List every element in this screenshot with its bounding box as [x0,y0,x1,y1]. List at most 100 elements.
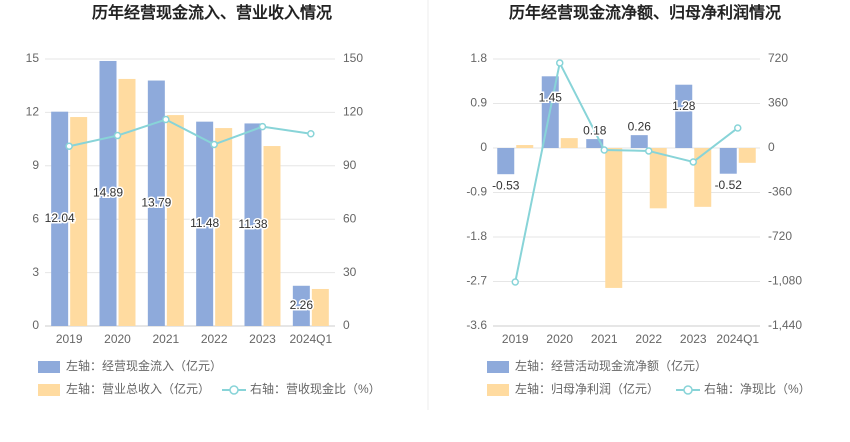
point [645,147,653,155]
y2-tick-label: 120 [343,105,363,119]
legend-swatch [38,361,60,373]
data-label: 11.38 [238,217,267,231]
x-tick-label: 2022 [635,332,662,346]
y2-tick-label: 0 [768,140,775,154]
point [556,59,564,67]
y2-tick-label: 360 [768,96,788,110]
x-tick-label: 2021 [591,332,618,346]
data-label: -0.52 [715,178,743,192]
y2-tick-label: 720 [768,51,788,65]
bar [719,148,737,174]
point [600,146,608,154]
x-tick-label: 2019 [502,332,529,346]
y-tick-label: 0 [32,318,39,332]
bar [630,135,648,148]
data-label: 0.18 [583,123,607,137]
point [258,122,267,131]
line [68,118,311,148]
bar [516,145,534,148]
point [307,130,315,138]
point [689,158,697,166]
data-label: -0.53 [492,178,520,192]
bar [244,123,262,326]
x-tick-label: 2021 [152,332,179,346]
bar [586,139,604,148]
x-tick-label: 2020 [546,332,573,346]
bar [99,60,117,326]
bar [649,148,667,209]
y-tick-label: 0 [480,140,487,154]
x-tick-label: 2023 [249,332,276,346]
x-tick-label: 2020 [104,332,131,346]
bar [605,148,623,288]
legend-label: 右轴：营收现金比（%） [250,381,381,396]
chart-title: 历年经营现金流净额、归母净利润情况 [509,3,781,22]
bar [694,148,712,207]
legend-swatch [229,385,239,395]
data-label: 0.26 [628,119,652,133]
bar [738,148,756,163]
bar [292,285,310,326]
y-tick-label: -1.8 [466,229,487,243]
bar [51,111,69,326]
y2-tick-label: 30 [343,265,357,279]
y2-tick-label: 150 [343,51,363,65]
y-tick-label: -3.6 [466,318,487,332]
data-label: 13.79 [141,195,171,209]
data-label: 1.28 [672,99,696,113]
bar [70,117,88,326]
bar [215,128,233,326]
point [511,278,519,286]
point [734,124,742,132]
y-tick-label: -0.9 [466,185,487,199]
y-tick-label: 0.9 [470,96,487,110]
y2-tick-label: -1,080 [768,274,802,288]
y-tick-label: 1.8 [470,51,487,65]
bar [675,84,693,148]
point [65,142,73,150]
legend-label: 左轴：经营现金流入（亿元） [66,358,222,373]
data-label: 2.26 [290,298,314,312]
legend-swatch [38,384,60,396]
x-tick-label: 2024Q1 [289,332,332,346]
bar [311,288,329,326]
y2-tick-label: 0 [343,318,350,332]
y-tick-label: -2.7 [466,274,487,288]
legend-swatch [487,384,509,396]
point [113,131,122,140]
y2-tick-label: -1,440 [768,318,802,332]
x-tick-label: 2023 [680,332,707,346]
legend-swatch [683,385,693,395]
bar [147,80,165,327]
bar [166,115,184,326]
x-tick-label: 2019 [56,332,83,346]
data-label: 11.48 [190,216,219,230]
y-tick-label: 12 [26,105,40,119]
x-tick-label: 2024Q1 [716,332,759,346]
point [162,115,170,124]
line [514,59,739,283]
y-tick-label: 6 [32,211,39,225]
y2-tick-label: 60 [343,211,357,225]
data-label: 12.04 [45,211,75,225]
chart-title: 历年经营现金流入、营业收入情况 [92,3,332,22]
point [210,140,218,149]
bar [560,138,578,148]
legend-label: 左轴：归母净利润（亿元） [515,381,659,396]
legend-label: 左轴：营业总收入（亿元） [66,381,210,396]
bar [118,78,136,326]
y2-tick-label: -360 [768,185,792,199]
y-tick-label: 9 [32,158,39,172]
y2-tick-label: 90 [343,158,357,172]
y2-tick-label: -720 [768,229,792,243]
data-label: 14.89 [93,186,123,200]
legend-label: 右轴：净现比（%） [704,381,811,396]
y-tick-label: 3 [32,265,39,279]
bar [263,146,281,326]
bar [497,148,515,175]
bar [196,121,214,326]
y-tick-label: 15 [26,51,40,65]
legend-swatch [487,361,509,373]
x-tick-label: 2022 [201,332,228,346]
